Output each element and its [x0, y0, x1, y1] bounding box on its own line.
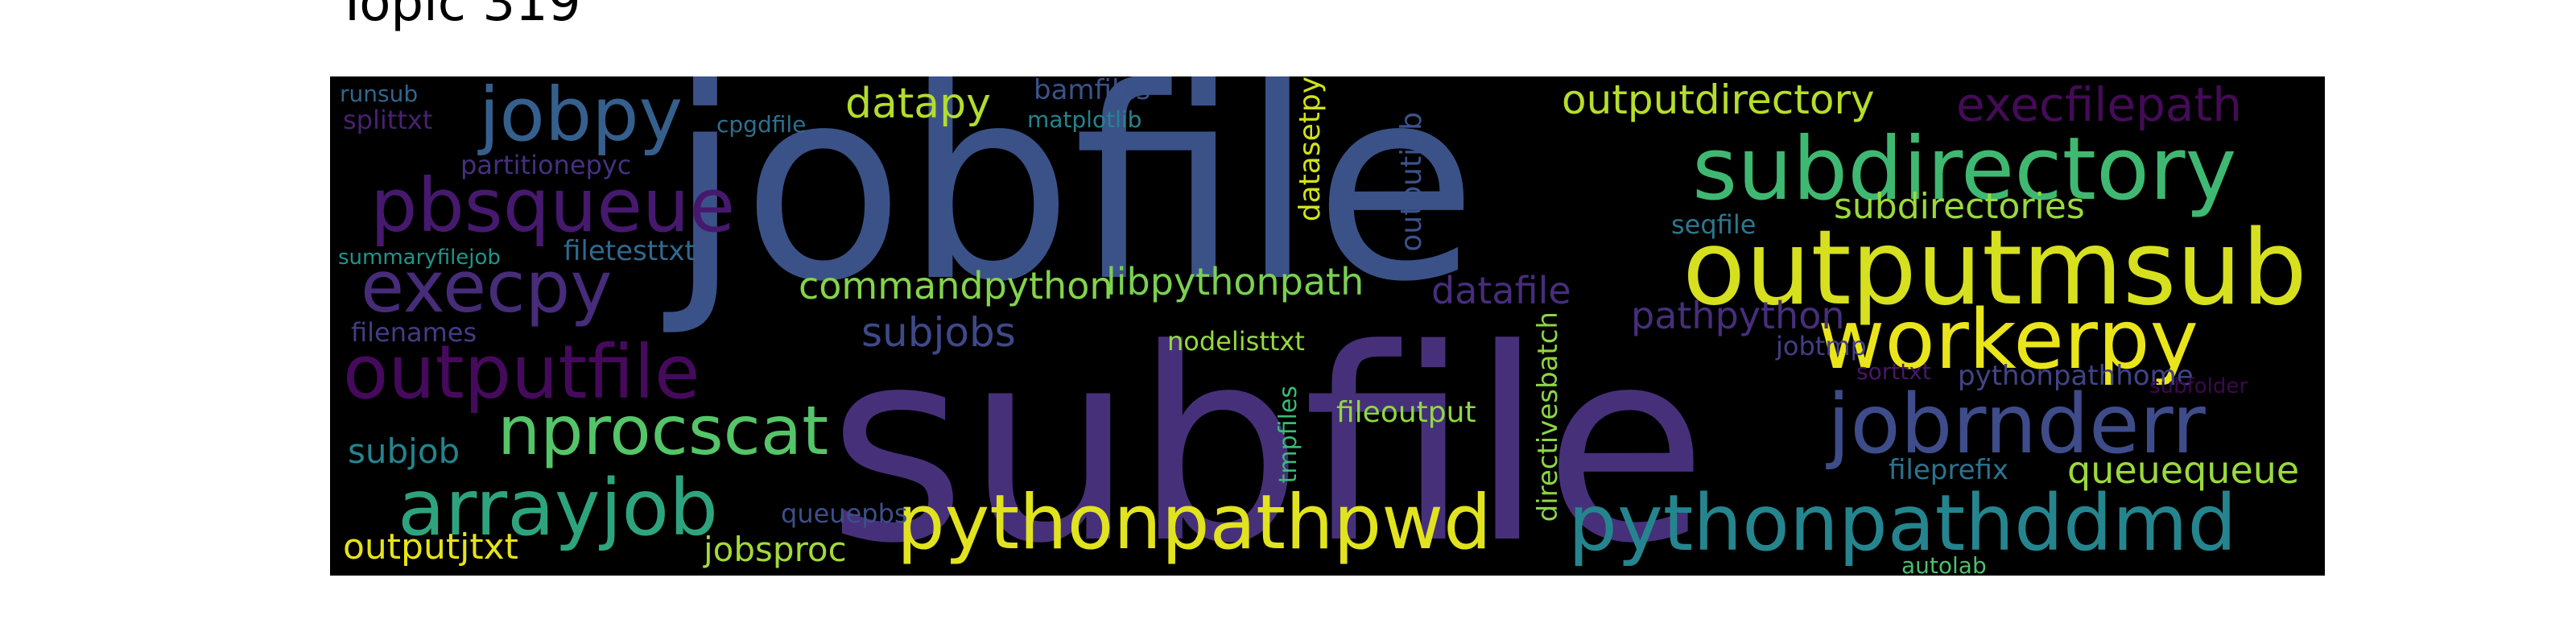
word-jobtmp: queuepbs — [781, 498, 908, 529]
word-filetesttxt: filetesttxt — [564, 235, 696, 267]
word-summaryfilejob: summaryfilejob — [338, 246, 501, 270]
word-jobsproc: jobsproc — [704, 530, 847, 569]
word-subjobs: subjobs — [861, 309, 1016, 356]
word-bamfiles: bamfiles — [1034, 76, 1151, 106]
word-outputjtxt: outputjtxt — [343, 526, 518, 568]
word-pythonpathpwd: pythonpathpwd — [897, 479, 1492, 567]
word-runsub: runsub — [340, 80, 419, 107]
word-sorttxt: tmpfiles — [1274, 386, 1302, 484]
word-pbsqueue: pbsqueue — [370, 163, 735, 249]
word-outputdirectory: outputdirectory — [1562, 76, 1875, 123]
word-nprocscat: nprocscat — [497, 391, 829, 470]
word-pythonpathhome: directivesbatch — [1532, 312, 1564, 522]
chart-title: Topic 319 — [336, 0, 581, 33]
word-queuepbs: nodelisttxt — [1167, 326, 1305, 357]
word-tmpfiles: fileprefix — [1889, 454, 2009, 486]
word-pathpython: pathpython — [1631, 294, 1845, 337]
word-datafile: datafile — [1431, 269, 1571, 312]
word-seqfile: fileoutput — [1336, 396, 1476, 429]
word-queuequeue: queuequeue — [2067, 448, 2300, 492]
word-execfilepath: execfilepath — [1956, 77, 2242, 132]
word-workerpy: workerpy — [1818, 292, 2198, 388]
word-subjob: subjob — [348, 431, 460, 471]
word-nodelisttxt: datasetpy — [1294, 76, 1327, 222]
word-partitionepyc: partitionepyc — [460, 150, 632, 180]
word-autolab: sorttxt — [1856, 358, 1931, 385]
word-subdirectory: subdirectory — [1692, 119, 2237, 220]
word-datasetpy: pythonpathhome — [1958, 360, 2194, 392]
word-jobfile: jobfile — [668, 76, 1478, 340]
word-subfile: subfile — [828, 292, 1708, 576]
word-splittxt: splittxt — [343, 105, 433, 135]
word-datapy: datapy — [845, 80, 991, 128]
word-cloud: jobfile subfile outputmsub subdirectory … — [330, 76, 2325, 576]
word-arrayjob: arrayjob — [398, 463, 719, 553]
word-execpy: execpy — [361, 246, 613, 328]
word-filenames: filenames — [351, 317, 477, 348]
word-cpgdfile: cpgdfile — [716, 111, 807, 138]
word-directivesbatch: autolab — [1901, 552, 1987, 576]
word-jobpy: jobpy — [479, 76, 683, 158]
word-outputfile: outputfile — [343, 329, 700, 415]
word-subdirectories: subdirectories — [1834, 186, 2085, 227]
word-outputjob: subfolder — [2149, 374, 2248, 398]
word-outputmsub: outputmsub — [1682, 208, 2307, 328]
word-jobrnderr: jobrnderr — [1827, 377, 2206, 473]
word-commandpython: commandpython — [799, 264, 1113, 308]
word-fileprefix: jobtmp — [1776, 331, 1867, 361]
word-libpythonpath: libpythonpath — [1106, 260, 1364, 303]
word-pythonpathddmd: pythonpathddmd — [1568, 478, 2237, 568]
word-fileoutput: outputjob — [1395, 112, 1428, 252]
word-subfolder: seqfile — [1671, 209, 1757, 240]
word-matplotlib: matplotlib — [1027, 106, 1142, 133]
